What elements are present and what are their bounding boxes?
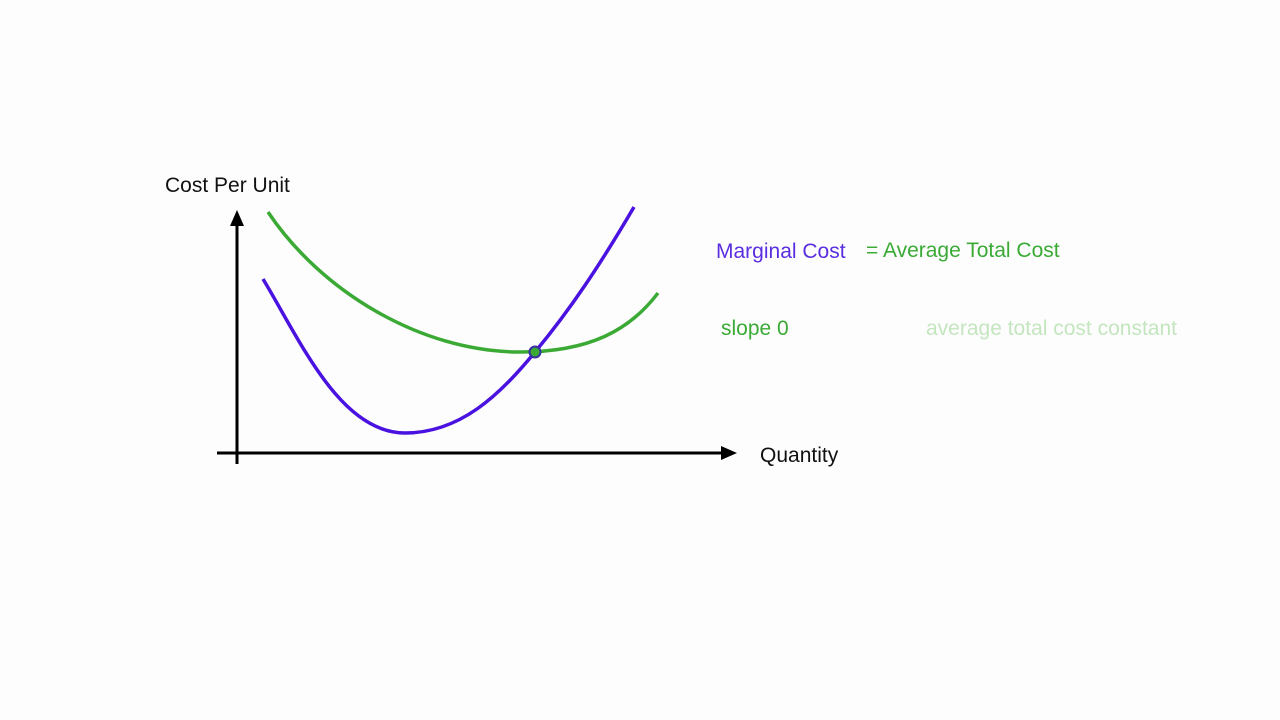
slope-note: slope 0 <box>721 317 789 340</box>
y-axis-arrow <box>230 210 244 226</box>
marginal-cost-label: Marginal Cost <box>716 240 846 263</box>
constant-note: average total cost constant <box>926 317 1177 340</box>
average-total-cost-label: = Average Total Cost <box>866 239 1060 262</box>
average-total-cost-curve <box>266 211 660 354</box>
x-axis-label: Quantity <box>760 444 839 467</box>
y-axis-label: Cost Per Unit <box>165 174 290 197</box>
intersection-point <box>528 345 542 359</box>
marginal-cost-curve <box>261 206 636 435</box>
x-axis-arrow <box>721 446 737 460</box>
